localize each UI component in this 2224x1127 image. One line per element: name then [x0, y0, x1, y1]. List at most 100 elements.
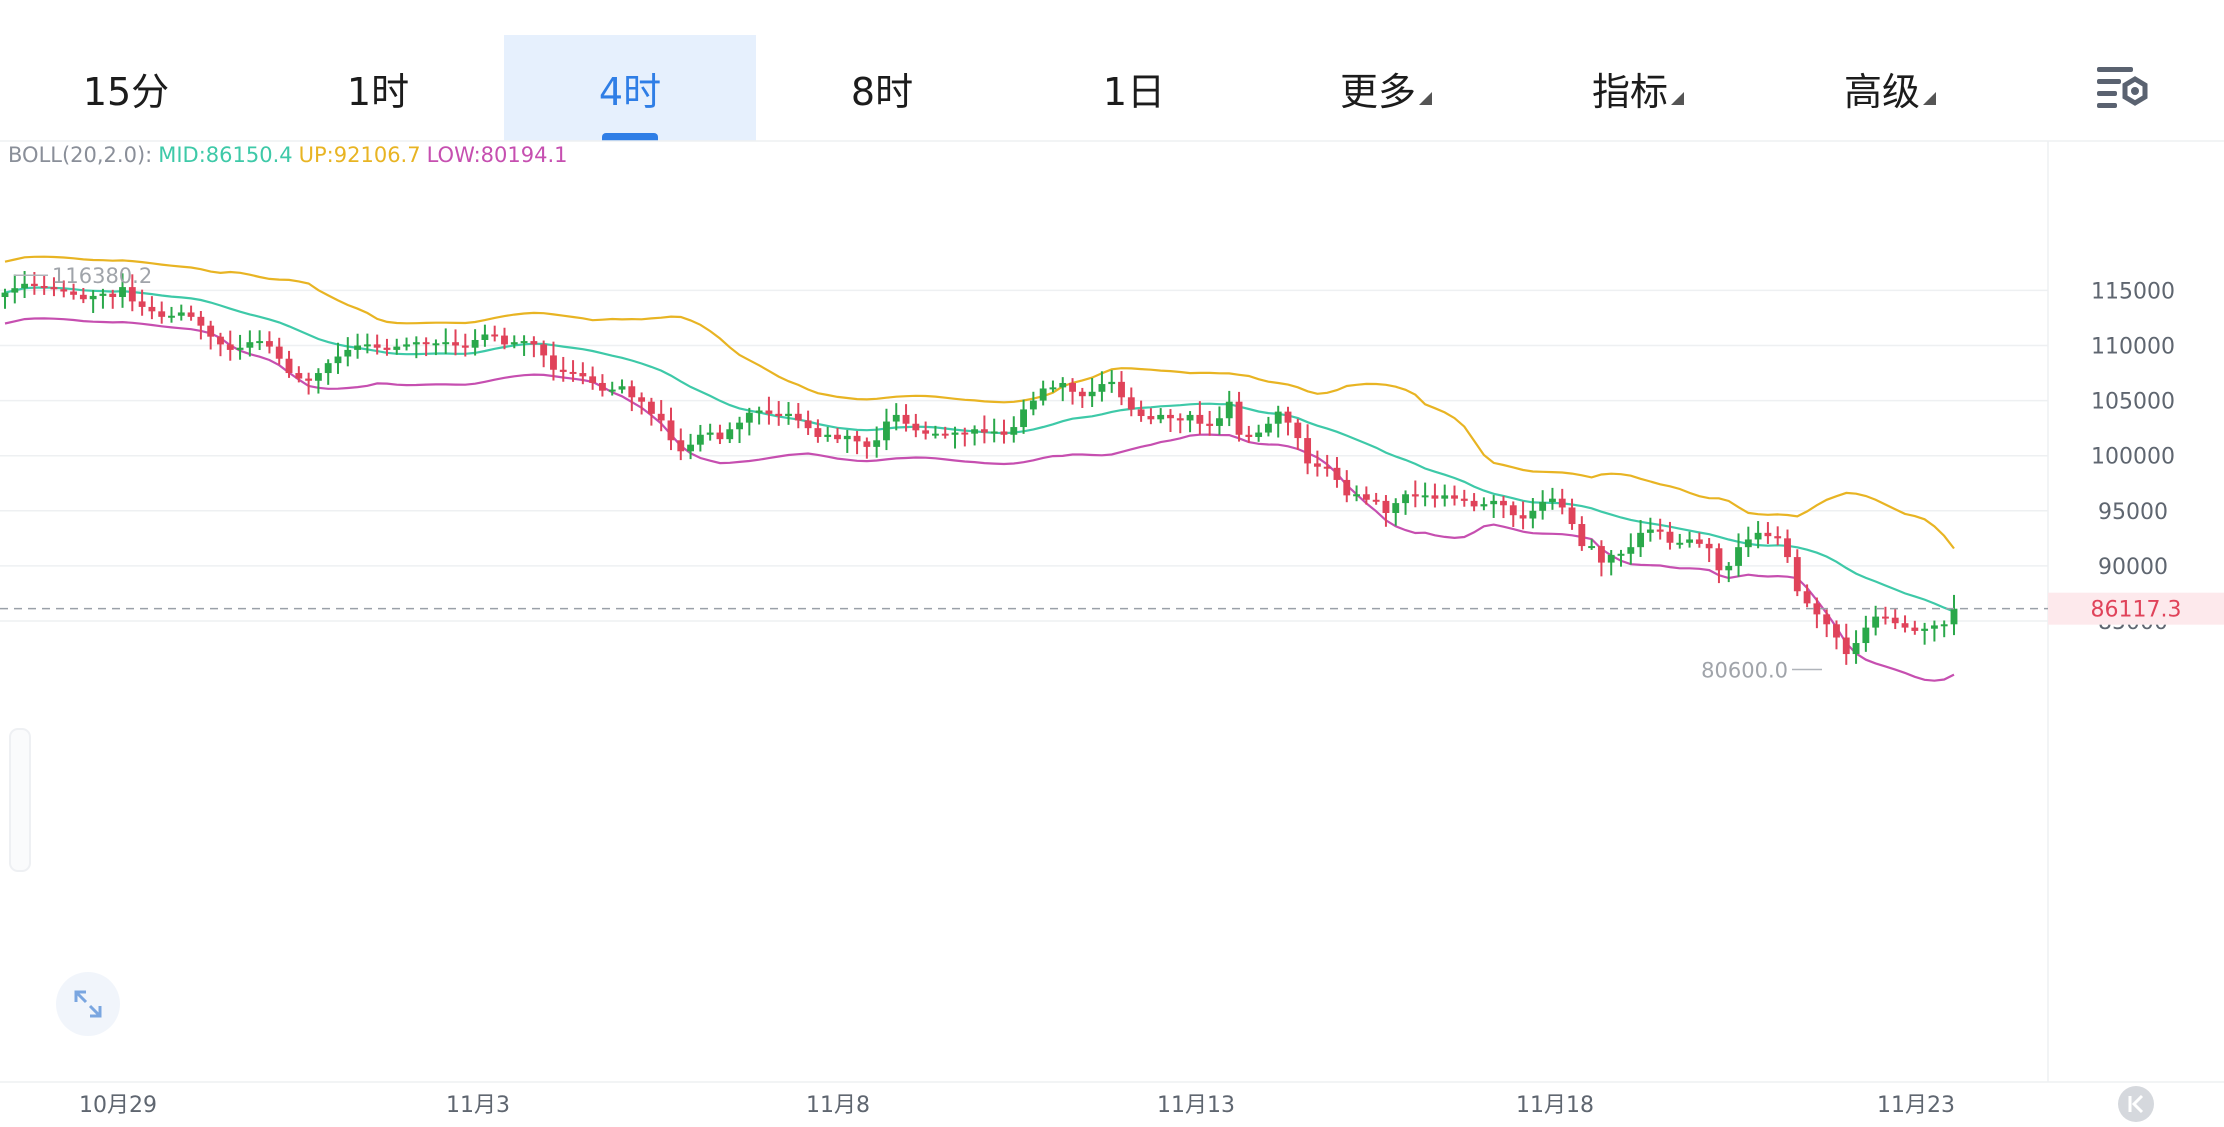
candle-body [1010, 427, 1018, 435]
candle-body [608, 389, 616, 392]
candle-body [60, 289, 68, 292]
candle-body [1735, 547, 1742, 566]
candle-body [814, 428, 822, 437]
candle-body [1558, 498, 1566, 508]
high-price-label: 116380.2 [52, 264, 152, 288]
candle-body [1049, 387, 1057, 390]
candle-body [794, 413, 802, 421]
candle-body [1862, 627, 1870, 644]
candle-body [363, 344, 371, 347]
tab-8h[interactable]: 8时 [756, 35, 1008, 141]
candle-body [1695, 539, 1703, 544]
candle-body [510, 342, 518, 345]
tab-label: 4时 [598, 69, 662, 114]
candle-body [1225, 401, 1233, 419]
candle-body [1196, 414, 1204, 424]
candle-body [403, 344, 410, 347]
chart-settings-button[interactable] [2095, 65, 2151, 113]
time-tick-label: 11月3 [446, 1093, 510, 1118]
candle-body [1108, 381, 1116, 385]
candle-body [1950, 608, 1958, 625]
candle-body [1020, 409, 1028, 428]
fullscreen-button[interactable] [56, 972, 120, 1036]
candle-body [89, 295, 97, 300]
tab-indicators[interactable]: 指标 [1512, 35, 1764, 141]
candle-body [432, 343, 440, 346]
candle-body [1627, 547, 1635, 554]
tab-15min[interactable]: 15分 [0, 35, 252, 141]
candle-body [1500, 500, 1507, 506]
candle-body [197, 316, 205, 326]
tab-4h[interactable]: 4时 [504, 35, 756, 141]
candle-body [1715, 548, 1723, 571]
candle-body [1372, 499, 1380, 502]
candle-body [187, 312, 195, 317]
candle-body [1686, 539, 1693, 543]
tab-more[interactable]: 更多 [1260, 35, 1512, 141]
candle-body [324, 363, 332, 374]
candle-body [30, 283, 38, 286]
boll-up-value: UP:92106.7 [298, 143, 421, 167]
candle-body [657, 413, 665, 421]
dropdown-caret-icon [1419, 91, 1432, 105]
candle-body [1940, 624, 1948, 627]
candle-body [1059, 382, 1067, 388]
expand-icon [74, 990, 102, 1018]
jump-to-latest-button[interactable] [2118, 1086, 2154, 1122]
candle-body [1793, 557, 1801, 592]
candle-body [334, 356, 342, 364]
candle-body [1597, 546, 1605, 563]
candle-body [990, 431, 998, 434]
chart-settings-icon [2097, 67, 2148, 108]
candle-body [1255, 432, 1263, 437]
candle-body [491, 334, 499, 337]
candle-body [843, 435, 851, 440]
price-tick-label: 110000 [2091, 335, 2175, 360]
candle-body [305, 378, 313, 381]
candle-body [638, 397, 646, 402]
boll-mid-line [4, 286, 1955, 613]
candle-body [1882, 616, 1889, 619]
candle-body [1235, 401, 1243, 435]
drawer-handle[interactable] [9, 728, 31, 872]
candle-body [1118, 381, 1125, 398]
price-tick-label: 100000 [2091, 445, 2175, 470]
candle-body [1431, 495, 1439, 499]
candle-body [902, 414, 910, 424]
candle-body [461, 345, 469, 348]
candle-body [579, 373, 587, 377]
time-tick-label: 11月13 [1157, 1093, 1235, 1118]
candle-body [1911, 627, 1919, 631]
candle-body [765, 410, 773, 414]
candle-body [530, 341, 538, 345]
candle-body [834, 434, 841, 440]
tab-label: 高级 [1843, 69, 1920, 114]
candle-body [853, 435, 861, 442]
candle-body [1529, 510, 1537, 519]
price-tick-label: 115000 [2091, 279, 2175, 304]
candle-body [1411, 494, 1419, 497]
candle-body [1264, 423, 1272, 433]
candle-body [1539, 501, 1547, 511]
boll-low-value: LOW:80194.1 [426, 143, 568, 167]
candle-body [677, 440, 685, 452]
candle-body [1784, 538, 1791, 558]
tab-1h[interactable]: 1时 [252, 35, 504, 141]
candle-body [393, 346, 401, 350]
price-tick-label: 95000 [2098, 500, 2168, 525]
candle-body [1421, 495, 1429, 498]
tab-advanced[interactable]: 高级 [1764, 35, 2016, 141]
candle-body [618, 386, 626, 390]
candle-body [1744, 539, 1752, 548]
candle-body [1930, 625, 1938, 629]
candle-body [912, 423, 920, 431]
candle-body [50, 287, 58, 290]
price-tick-label: 105000 [2091, 390, 2175, 415]
candle-body [745, 412, 753, 423]
candle-body [1813, 603, 1821, 615]
candle-body [550, 355, 557, 370]
tab-1d[interactable]: 1日 [1008, 35, 1260, 141]
candle-body [1284, 411, 1292, 423]
candle-body [1451, 495, 1458, 499]
